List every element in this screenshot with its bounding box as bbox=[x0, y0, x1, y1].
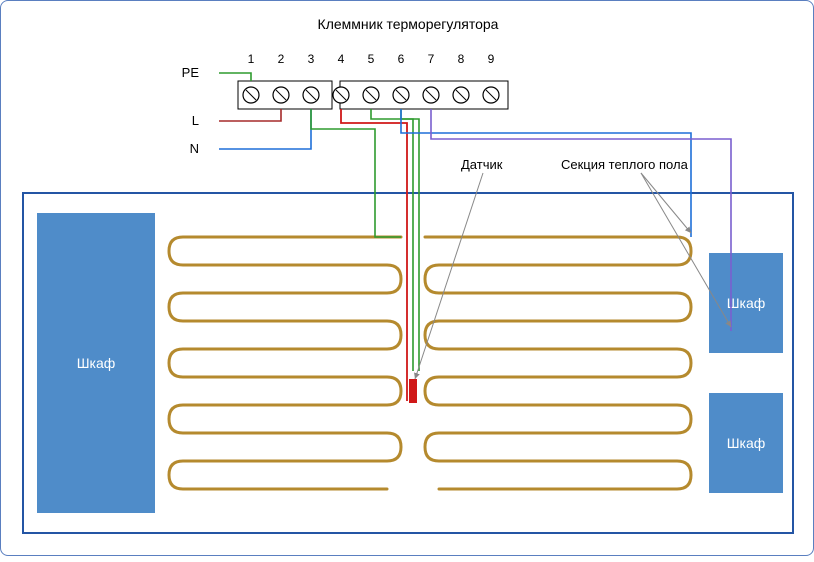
svg-text:PE: PE bbox=[182, 65, 200, 80]
wiring-diagram: Клеммник терморегулятора 1 2 3 4 5 6 7 8 9 PE LN Шка… bbox=[1, 1, 814, 557]
svg-text:4: 4 bbox=[338, 52, 345, 66]
svg-text:Шкаф: Шкаф bbox=[77, 355, 116, 371]
svg-text:9: 9 bbox=[488, 52, 495, 66]
svg-text:Датчик: Датчик bbox=[461, 157, 503, 172]
svg-text:Шкаф: Шкаф bbox=[727, 295, 766, 311]
svg-text:6: 6 bbox=[398, 52, 405, 66]
svg-text:3: 3 bbox=[308, 52, 315, 66]
svg-text:8: 8 bbox=[458, 52, 465, 66]
svg-text:L: L bbox=[192, 113, 199, 128]
svg-text:Шкаф: Шкаф bbox=[727, 435, 766, 451]
svg-text:Клеммник терморегулятора: Клеммник терморегулятора bbox=[318, 16, 499, 32]
diagram-frame: Клеммник терморегулятора 1 2 3 4 5 6 7 8 9 PE LN Шка… bbox=[0, 0, 814, 556]
svg-text:7: 7 bbox=[428, 52, 435, 66]
svg-text:5: 5 bbox=[368, 52, 375, 66]
svg-text:2: 2 bbox=[278, 52, 285, 66]
svg-text:1: 1 bbox=[248, 52, 255, 66]
svg-text:Секция теплого пола: Секция теплого пола bbox=[561, 157, 689, 172]
svg-text:N: N bbox=[190, 141, 199, 156]
